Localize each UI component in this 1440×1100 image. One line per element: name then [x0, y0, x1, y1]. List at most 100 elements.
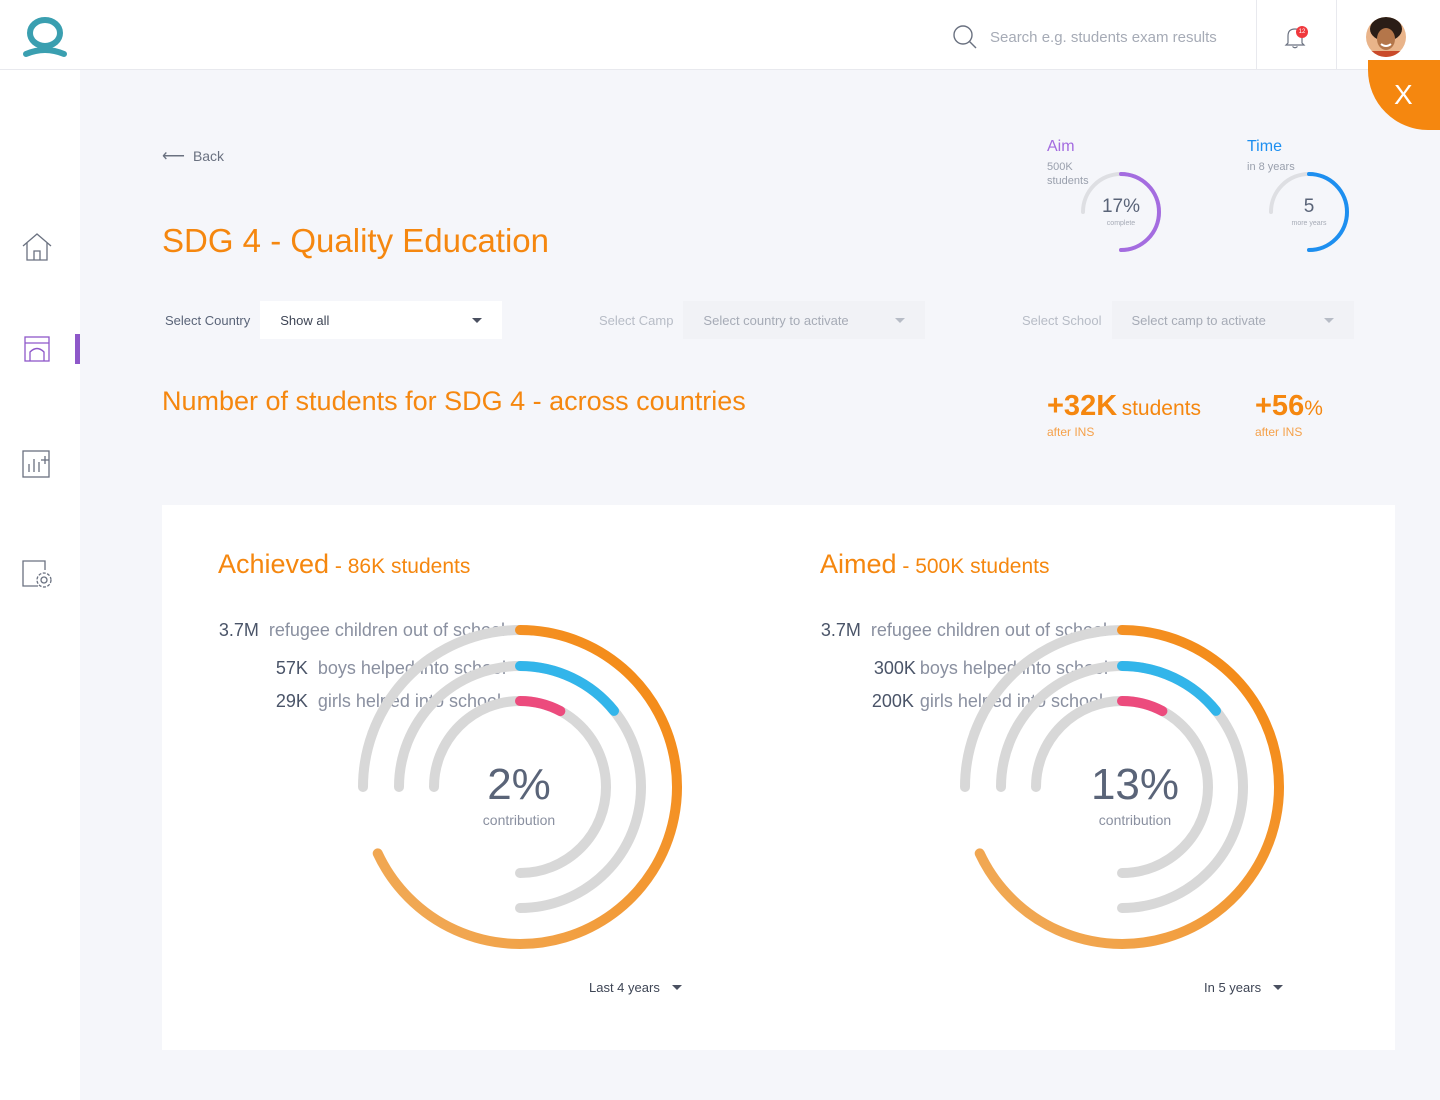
back-link[interactable]: ⟵ Back [162, 146, 224, 166]
school-filter: Select School Select camp to activate [1022, 301, 1354, 339]
time-label: more years [1291, 220, 1327, 227]
students-stat: +32K students after INS [1047, 390, 1201, 439]
row-value: 29K [275, 691, 308, 711]
aimed-period-value: In 5 years [1204, 980, 1262, 995]
aimed-outer-track [960, 728, 980, 792]
aimed-title: Aimed - 500K students [820, 549, 1049, 580]
camp-filter: Select Camp Select country to activate [599, 301, 926, 339]
avatar[interactable] [1366, 17, 1406, 57]
notification-badge: 12 [1296, 26, 1308, 38]
settings-icon[interactable] [20, 558, 54, 592]
achieved-row-girls: 29K girls helped into school [276, 691, 501, 712]
aimed-title-sub: 500K students [915, 555, 1050, 578]
search-icon[interactable] [952, 24, 978, 50]
achieved-row-total: 3.7M refugee children out of school [219, 620, 505, 641]
add-chart-icon[interactable] [20, 446, 54, 480]
percent-stat: +56% after INS [1255, 390, 1323, 439]
achieved-middle-arc [515, 661, 620, 716]
page-title: SDG 4 - Quality Education [162, 222, 550, 259]
aimed-period-select[interactable]: In 5 years [1204, 980, 1284, 995]
time-center: 5 more years [1239, 196, 1379, 227]
chevron-down-icon [671, 985, 682, 990]
students-stat-value: +32K [1047, 390, 1118, 422]
aim-sub-unit: students [1047, 175, 1089, 187]
achieved-title-main: Achieved [218, 549, 330, 579]
time-ring-arc [1307, 172, 1349, 252]
achieved-title-sep: - [329, 555, 348, 578]
students-stat-unit: students [1121, 397, 1201, 420]
top-bar: 12 [0, 0, 1440, 70]
camp-select-value: Select country to activate [703, 312, 849, 328]
aimed-outer-arc [974, 625, 1284, 949]
achieved-period-select[interactable]: Last 4 years [589, 980, 682, 995]
achieved-outer-arc [372, 625, 682, 949]
row-value: 3.7M [820, 620, 861, 640]
search-input[interactable] [990, 28, 1240, 46]
camp-select[interactable]: Select country to activate [683, 301, 926, 339]
aimed-row-total: 3.7M refugee children out of school [821, 620, 1107, 641]
row-value: 57K [275, 658, 308, 678]
charts-card: Achieved - 86K students 3.7M refugee chil… [162, 505, 1395, 1050]
achieved-pct-label: contribution [482, 812, 556, 828]
search-bar [952, 22, 1252, 52]
country-select[interactable]: Show all [260, 301, 503, 339]
row-text: refugee children out of school [870, 620, 1107, 640]
section-title: Number of students for SDG 4 - across co… [162, 386, 746, 416]
chevron-down-icon [1323, 317, 1334, 323]
achieved-pct: 2% [487, 760, 551, 809]
aim-sub-value: 500K [1047, 161, 1073, 173]
percent-stat-unit: % [1304, 397, 1323, 420]
achieved-period-value: Last 4 years [589, 980, 660, 995]
aimed-inner-track [1031, 696, 1213, 878]
achieved-title: Achieved - 86K students [218, 549, 470, 580]
header-divider [1336, 0, 1337, 70]
country-label: Select Country [165, 312, 251, 328]
row-text: girls helped into school [919, 691, 1103, 711]
school-select[interactable]: Select camp to activate [1111, 301, 1354, 339]
percent-stat-sub: after INS [1255, 425, 1303, 439]
school-icon[interactable] [20, 332, 54, 366]
aim-ring [1081, 172, 1161, 252]
country-select-value: Show all [280, 312, 330, 328]
row-value: 3.7M [218, 620, 259, 640]
achieved-outer-track [358, 728, 378, 792]
time-widget: Time in 8 years [1247, 138, 1295, 174]
row-text: refugee children out of school [268, 620, 505, 640]
achieved-inner-arc [515, 696, 566, 717]
aimed-title-main: Aimed [820, 549, 897, 579]
aimed-inner-arc [1117, 696, 1168, 717]
achieved-rings [358, 625, 682, 949]
time-sub: in 8 years [1247, 161, 1295, 173]
aimed-pct-label: contribution [1098, 812, 1172, 828]
arrow-left-icon: ⟵ [162, 148, 185, 165]
achieved-center: 2% contribution [449, 760, 589, 828]
school-label: Select School [1022, 312, 1102, 328]
chevron-down-icon [472, 317, 483, 323]
aimed-pct: 13% [1090, 760, 1180, 809]
achieved-inner-track [429, 696, 611, 878]
close-button[interactable]: X [1368, 60, 1440, 130]
aimed-row-girls: 200K girls helped into school [872, 691, 1103, 712]
achieved-title-sub: 86K students [347, 555, 471, 578]
aim-label: complete [1106, 220, 1136, 227]
aim-value: 17% [1101, 196, 1141, 217]
time-title: Time [1247, 138, 1282, 155]
sidebar [0, 70, 80, 1100]
school-select-value: Select camp to activate [1131, 312, 1266, 328]
aim-sub: 500K students [1047, 160, 1089, 188]
aimed-middle-arc [1117, 661, 1222, 716]
home-icon[interactable] [20, 230, 54, 264]
row-text: girls helped into school [317, 691, 501, 711]
chevron-down-icon [895, 317, 906, 323]
achieved-outer-track [367, 625, 525, 739]
percent-stat-value: +56 [1255, 390, 1305, 422]
app-logo-icon[interactable] [22, 16, 68, 58]
chevron-down-icon [1273, 985, 1284, 990]
close-label: X [1394, 79, 1413, 110]
nav-active-indicator [75, 334, 80, 364]
aim-center: 17% complete [1051, 196, 1191, 227]
aim-title: Aim [1047, 138, 1075, 155]
aim-ring-arc [1119, 172, 1161, 252]
country-filter: Select Country Show all [165, 301, 503, 339]
row-value: 200K [871, 691, 914, 711]
